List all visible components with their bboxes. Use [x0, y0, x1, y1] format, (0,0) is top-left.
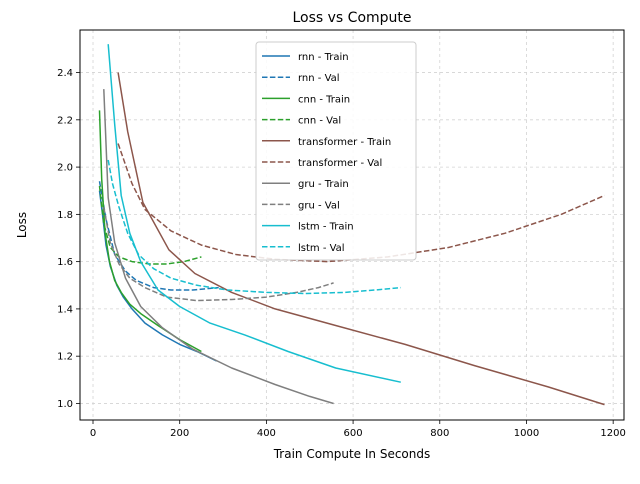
y-tick-label: 1.0	[57, 399, 73, 410]
x-tick-label: 1000	[514, 428, 539, 439]
y-tick-label: 1.6	[57, 257, 73, 268]
legend-label: transformer - Val	[298, 158, 382, 169]
series-line-cnn-val	[98, 185, 202, 265]
x-tick-label: 600	[344, 428, 363, 439]
y-tick-label: 2.4	[57, 68, 73, 79]
series-line-rnn-val	[98, 181, 219, 291]
legend-label: cnn - Train	[298, 94, 350, 105]
x-tick-label: 1200	[600, 428, 625, 439]
y-tick-label: 2.0	[57, 163, 73, 174]
legend-label: lstm - Val	[298, 243, 345, 254]
legend: rnn - Train rnn - Val cnn - Train cnn - Val…	[255, 41, 417, 261]
y-axis-label: Loss	[15, 212, 29, 238]
legend-label: gru - Val	[298, 200, 340, 211]
series-lines	[98, 44, 605, 406]
plot-area-frame	[79, 29, 625, 421]
legend-label: transformer - Train	[298, 137, 391, 148]
legend-label: lstm - Train	[298, 222, 354, 233]
series-line-gru-train	[103, 89, 334, 405]
x-tick-label: 200	[170, 428, 189, 439]
x-tick-label: 400	[257, 428, 276, 439]
series-line-lstm-val	[107, 159, 401, 295]
legend-label: rnn - Val	[298, 73, 340, 84]
y-tick-label: 2.2	[57, 115, 73, 126]
legend-label: gru - Train	[298, 179, 349, 190]
series-line-transformer-train	[117, 72, 605, 406]
y-tick-label: 1.8	[57, 210, 73, 221]
legend-label: cnn - Val	[298, 116, 341, 127]
x-tick-label: 0	[90, 428, 96, 439]
x-axis-label: Train Compute In Seconds	[273, 447, 431, 461]
legend-label: rnn - Train	[298, 52, 349, 63]
chart-title: Loss vs Compute	[292, 10, 411, 26]
y-tick-label: 1.4	[57, 304, 73, 315]
series-line-lstm-train	[107, 44, 401, 383]
axis-ticks: 0 200 400 600 800 1000 1200 1.0 1.2 1.4 1.6 1.8 2.0 2…	[57, 68, 626, 439]
x-tick-label: 800	[430, 428, 449, 439]
y-tick-label: 1.2	[57, 352, 73, 363]
legend-box	[255, 41, 417, 261]
